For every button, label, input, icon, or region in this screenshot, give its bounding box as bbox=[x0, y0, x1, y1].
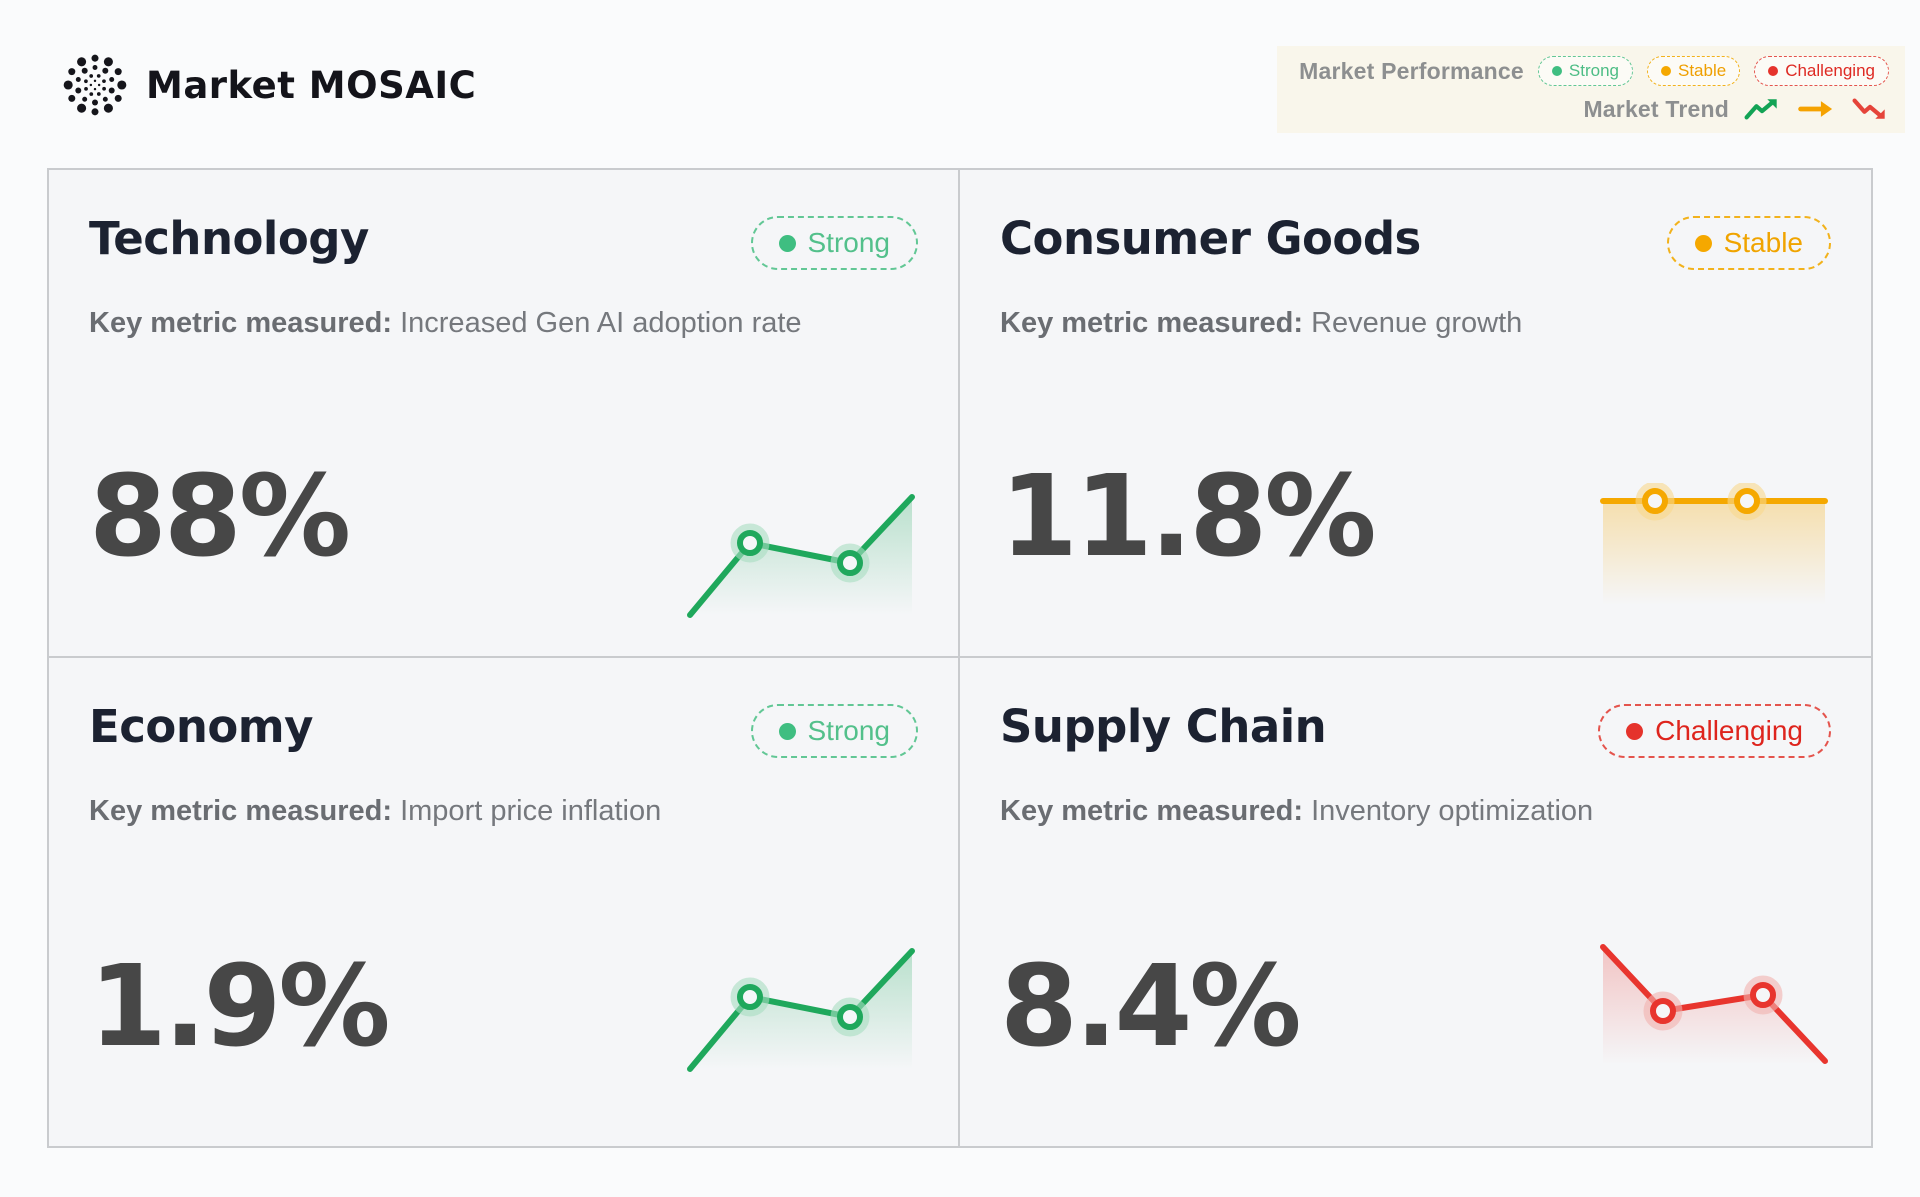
key-metric-label: Key metric measured: bbox=[89, 307, 393, 339]
card-supply-chain: Supply Chain Challenging Key metric meas… bbox=[960, 658, 1871, 1146]
status-dot-icon bbox=[778, 234, 796, 252]
status-dot-icon bbox=[1626, 722, 1644, 740]
trend-legend-row: Market Trend bbox=[1583, 95, 1889, 123]
arrow-right-icon bbox=[1797, 95, 1835, 123]
performance-legend-label: Market Performance bbox=[1299, 57, 1524, 84]
performance-legend-row: Market Performance Strong Stable Challen… bbox=[1299, 56, 1889, 86]
status-dot-icon bbox=[778, 722, 796, 740]
status-badge-label: Challenging bbox=[1655, 715, 1803, 746]
mosaic-logo-icon bbox=[62, 52, 128, 118]
sparkline-chart-up bbox=[687, 948, 915, 1072]
key-metric-line: Key metric measured: Revenue growth bbox=[1000, 307, 1831, 340]
trending-up-icon bbox=[1743, 95, 1781, 123]
card-title: Technology bbox=[89, 212, 369, 265]
stable-dot-icon bbox=[1661, 66, 1671, 76]
sparkline-chart-flat bbox=[1600, 483, 1828, 605]
trend-icons bbox=[1743, 95, 1889, 123]
card-economy: Economy Strong Key metric measured: Impo… bbox=[49, 658, 960, 1146]
trend-legend-label: Market Trend bbox=[1583, 95, 1729, 122]
legend-panel: Market Performance Strong Stable Challen… bbox=[1277, 46, 1905, 133]
status-badge: Challenging bbox=[1598, 704, 1831, 758]
kpi-value: 88% bbox=[89, 452, 351, 582]
legend-badge-strong-label: Strong bbox=[1568, 61, 1619, 80]
card-title: Economy bbox=[89, 700, 314, 753]
app-title: Market MOSAIC bbox=[146, 63, 477, 107]
status-badge: Strong bbox=[750, 704, 918, 758]
challenging-dot-icon bbox=[1768, 66, 1779, 76]
key-metric-label: Key metric measured: bbox=[1000, 795, 1304, 827]
trending-down-icon bbox=[1851, 95, 1889, 123]
key-metric-value: Inventory optimization bbox=[1311, 795, 1594, 827]
key-metric-line: Key metric measured: Inventory optimizat… bbox=[1000, 795, 1831, 828]
sector-grid: Technology Strong Key metric measured: I… bbox=[47, 168, 1873, 1148]
sparkline-chart-down bbox=[1600, 944, 1828, 1065]
brand: Market MOSAIC bbox=[62, 52, 476, 118]
legend-badge-challenging-label: Challenging bbox=[1785, 61, 1875, 80]
status-badge-label: Stable bbox=[1723, 227, 1803, 258]
card-consumer-goods: Consumer Goods Stable Key metric measure… bbox=[960, 170, 1871, 658]
status-badge: Strong bbox=[750, 216, 918, 270]
status-badge: Stable bbox=[1666, 216, 1831, 270]
key-metric-value: Revenue growth bbox=[1311, 307, 1523, 339]
card-title: Supply Chain bbox=[1000, 700, 1327, 753]
key-metric-label: Key metric measured: bbox=[1000, 307, 1304, 339]
kpi-value: 11.8% bbox=[1000, 452, 1377, 582]
legend-badge-challenging: Challenging bbox=[1754, 56, 1889, 86]
sparkline-chart-up bbox=[687, 494, 915, 618]
strong-dot-icon bbox=[1551, 66, 1562, 76]
key-metric-line: Key metric measured: Increased Gen AI ad… bbox=[89, 307, 918, 340]
card-title: Consumer Goods bbox=[1000, 212, 1421, 265]
kpi-value: 1.9% bbox=[89, 942, 391, 1072]
key-metric-value: Import price inflation bbox=[400, 795, 662, 827]
legend-badge-strong: Strong bbox=[1537, 56, 1633, 86]
status-badge-label: Strong bbox=[807, 715, 891, 746]
kpi-value: 8.4% bbox=[1000, 942, 1302, 1072]
key-metric-value: Increased Gen AI adoption rate bbox=[400, 307, 802, 339]
status-badge-label: Strong bbox=[807, 227, 891, 258]
card-technology: Technology Strong Key metric measured: I… bbox=[49, 170, 960, 658]
legend-badge-stable: Stable bbox=[1647, 56, 1741, 86]
key-metric-line: Key metric measured: Import price inflat… bbox=[89, 795, 918, 828]
status-dot-icon bbox=[1694, 234, 1712, 252]
legend-badge-stable-label: Stable bbox=[1678, 61, 1727, 80]
key-metric-label: Key metric measured: bbox=[89, 795, 393, 827]
